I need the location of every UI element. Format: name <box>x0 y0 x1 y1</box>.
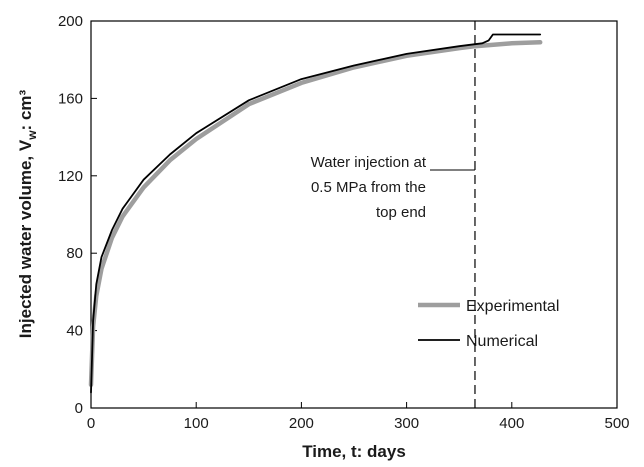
y-tick-label: 200 <box>58 13 83 30</box>
x-tick-label: 500 <box>604 415 629 432</box>
series-numerical-line <box>90 33 542 394</box>
x-tick-label: 200 <box>289 415 314 432</box>
y-tick-label: 80 <box>66 245 83 262</box>
annotation-line-3: top end <box>376 204 426 221</box>
tick-labels: 0 100 200 300 400 500 0 40 80 120 160 200 <box>58 13 630 432</box>
y-axis-title-unit: : cm³ <box>16 89 35 130</box>
y-tick-label: 40 <box>66 323 83 340</box>
legend-label-experimental: Experimental <box>466 298 559 315</box>
y-axis-title-subscript: w <box>25 130 39 141</box>
legend: Experimental Numerical <box>418 298 559 350</box>
y-tick-label: 160 <box>58 90 83 107</box>
annotation-line-1: Water injection at <box>311 154 427 171</box>
axis-ticks <box>90 20 618 409</box>
y-tick-label: 0 <box>75 400 83 417</box>
x-tick-label: 100 <box>184 415 209 432</box>
x-tick-label: 400 <box>499 415 524 432</box>
y-tick-label: 120 <box>58 168 83 185</box>
series-experimental-line <box>88 40 543 388</box>
x-tick-label: 300 <box>394 415 419 432</box>
plot-frame <box>90 20 618 409</box>
series-layer <box>88 33 543 394</box>
x-axis-title: Time, t: days <box>302 442 406 461</box>
x-tick-label: 0 <box>87 415 95 432</box>
y-axis-title-main: Injected water volume, V <box>16 139 35 338</box>
annotation-line-2: 0.5 MPa from the <box>311 179 426 196</box>
legend-label-numerical: Numerical <box>466 333 538 350</box>
y-axis-title: Injected water volume, Vw: cm³ <box>16 89 39 338</box>
